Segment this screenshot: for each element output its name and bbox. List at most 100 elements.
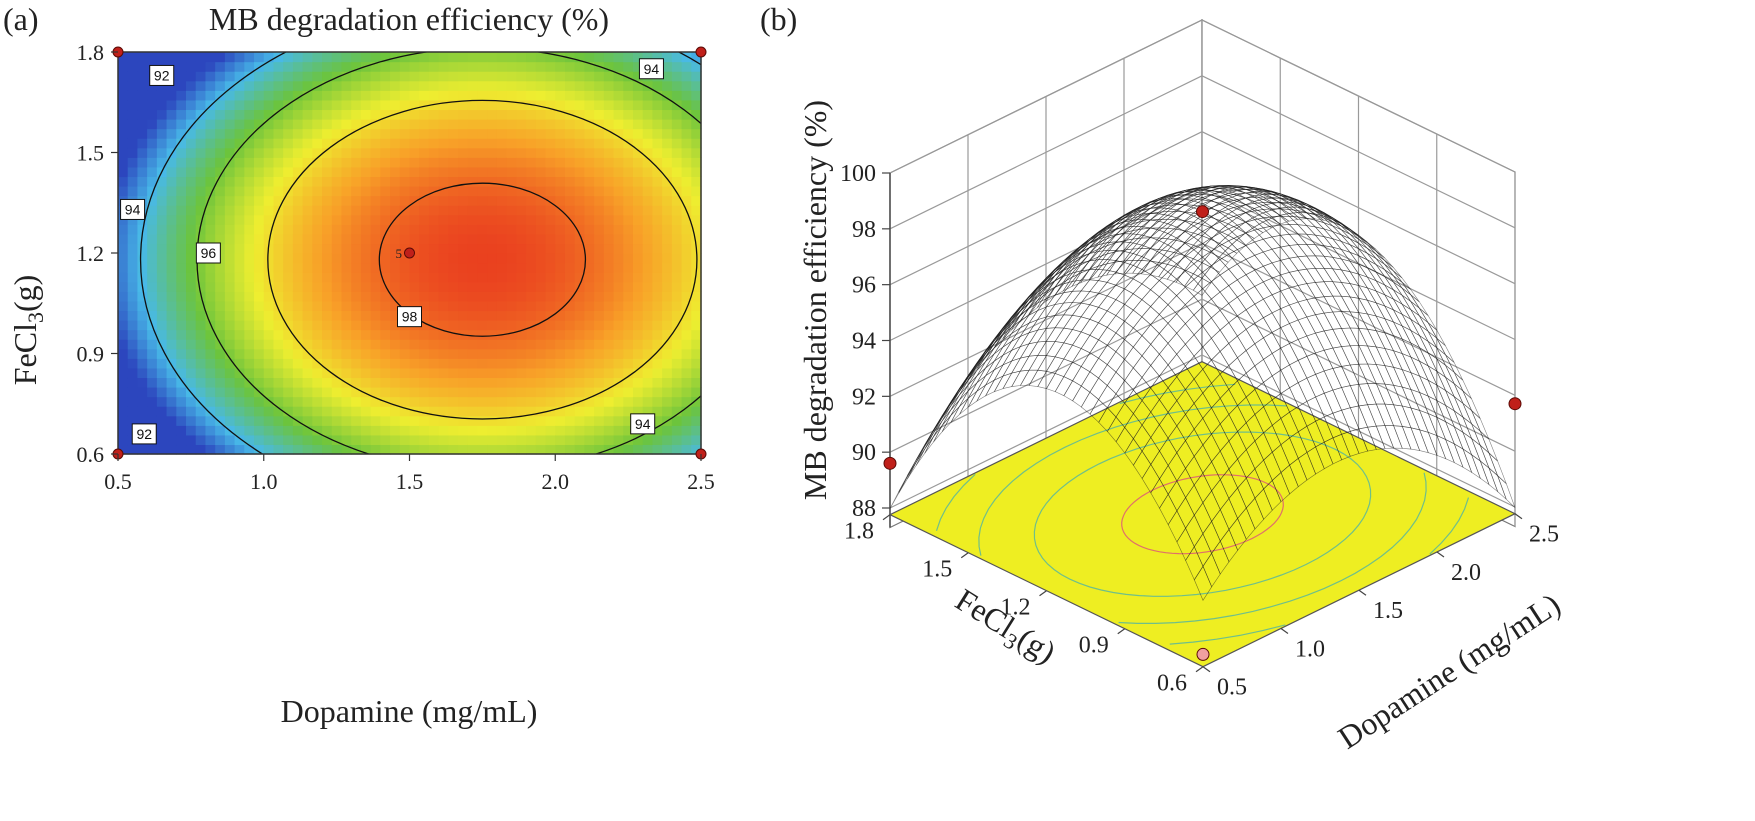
- heatmap-cell: [341, 310, 352, 321]
- heatmap-cell: [292, 61, 304, 72]
- heatmap-cell: [535, 233, 547, 245]
- heatmap-cell: [477, 195, 488, 206]
- heatmap-cell: [545, 339, 556, 350]
- heatmap-cell: [322, 262, 333, 273]
- heatmap-cell: [662, 186, 673, 197]
- heatmap-cell: [273, 272, 284, 283]
- heatmap-cell: [224, 329, 236, 340]
- heatmap-cell: [127, 61, 139, 72]
- heatmap-cell: [652, 90, 663, 101]
- heatmap-cell: [613, 176, 624, 187]
- heatmap-cell: [574, 434, 585, 446]
- heatmap-cell: [312, 176, 323, 187]
- heatmap-cell: [380, 157, 391, 168]
- heatmap-cell: [205, 119, 216, 130]
- contour-label-box: [195, 242, 221, 264]
- heatmap-cell: [632, 71, 644, 82]
- heatmap-cell: [341, 233, 352, 245]
- heatmap-cell: [603, 281, 615, 292]
- heatmap-cell: [156, 147, 168, 158]
- heatmap-cell: [642, 434, 654, 446]
- heatmap-cell: [574, 205, 585, 216]
- heatmap-cell: [555, 90, 566, 101]
- heatmap-cell: [671, 396, 683, 407]
- heatmap-cell: [322, 214, 333, 225]
- heatmap-cell: [273, 387, 284, 398]
- heatmap-cell: [351, 99, 362, 111]
- heatmap-cell: [166, 387, 177, 398]
- heatmap-cell: [302, 329, 313, 340]
- heatmap-cell: [292, 52, 304, 63]
- heatmap-cell: [244, 396, 255, 407]
- heatmap-cell: [263, 444, 275, 455]
- heatmap-cell: [623, 119, 634, 130]
- heatmap-cell: [458, 387, 469, 398]
- surface-patch: [1193, 565, 1213, 601]
- heatmap-cell: [428, 147, 440, 158]
- heatmap-cell: [632, 224, 644, 235]
- heatmap-cell: [681, 320, 692, 331]
- heatmap-cell: [613, 147, 624, 158]
- heatmap-cell: [458, 233, 469, 245]
- heatmap-cell: [312, 262, 323, 273]
- heatmap-cell: [331, 243, 343, 254]
- heatmap-cell: [467, 195, 479, 206]
- heatmap-cell: [254, 71, 265, 82]
- heatmap-cell: [360, 291, 372, 302]
- heatmap-cell: [331, 224, 343, 235]
- heatmap-cell: [351, 281, 362, 292]
- heatmap-cell: [613, 425, 624, 436]
- heatmap-cell: [467, 80, 479, 91]
- heatmap-cell: [467, 444, 479, 455]
- heatmap-cell: [186, 425, 197, 436]
- heatmap-cell: [691, 329, 702, 340]
- heatmap-cell: [458, 119, 469, 130]
- heatmap-cell: [681, 71, 692, 82]
- heatmap-cell: [574, 253, 585, 264]
- heatmap-cell: [118, 186, 129, 197]
- heatmap-cell: [594, 99, 605, 111]
- heatmap-cell: [127, 262, 139, 273]
- y-tick-label-b: 1.8: [844, 519, 874, 545]
- heatmap-cell: [681, 80, 692, 91]
- heatmap-cell: [137, 444, 148, 455]
- heatmap-cell: [458, 195, 469, 206]
- heatmap-cell: [341, 358, 352, 369]
- heatmap-cell: [302, 281, 313, 292]
- heatmap-cell: [156, 233, 168, 245]
- heatmap-cell: [118, 348, 129, 359]
- heatmap-cell: [526, 119, 537, 130]
- heatmap-cell: [691, 61, 702, 72]
- heatmap-cell: [487, 377, 498, 388]
- heatmap-cell: [487, 291, 498, 302]
- heatmap-cell: [652, 205, 663, 216]
- heatmap-cell: [506, 300, 517, 312]
- heatmap-cell: [283, 243, 294, 254]
- heatmap-cell: [535, 281, 547, 292]
- heatmap-cell: [506, 186, 517, 197]
- heatmap-cell: [370, 157, 381, 168]
- heatmap-cell: [594, 147, 605, 158]
- heatmap-cell: [166, 415, 177, 426]
- heatmap-cell: [428, 281, 440, 292]
- heatmap-cell: [380, 434, 391, 446]
- heatmap-cell: [613, 243, 624, 254]
- heatmap-cell: [205, 90, 216, 101]
- heatmap-cell: [477, 444, 488, 455]
- heatmap-cell: [283, 138, 294, 149]
- heatmap-cell: [283, 377, 294, 388]
- heatmap-cell: [613, 99, 624, 111]
- heatmap-cell: [613, 415, 624, 426]
- heatmap-cell: [302, 109, 313, 120]
- heatmap-cell: [671, 415, 683, 426]
- z-tick-label: 100: [840, 161, 876, 187]
- heatmap-cell: [564, 406, 576, 417]
- heatmap-cell: [322, 128, 333, 139]
- heatmap-cell: [564, 291, 576, 302]
- heatmap-cell: [535, 329, 547, 340]
- heatmap-cell: [691, 195, 702, 206]
- heatmap-cell: [370, 396, 381, 407]
- heatmap-cell: [147, 166, 158, 178]
- heatmap-cell: [574, 358, 585, 369]
- heatmap-cell: [360, 272, 372, 283]
